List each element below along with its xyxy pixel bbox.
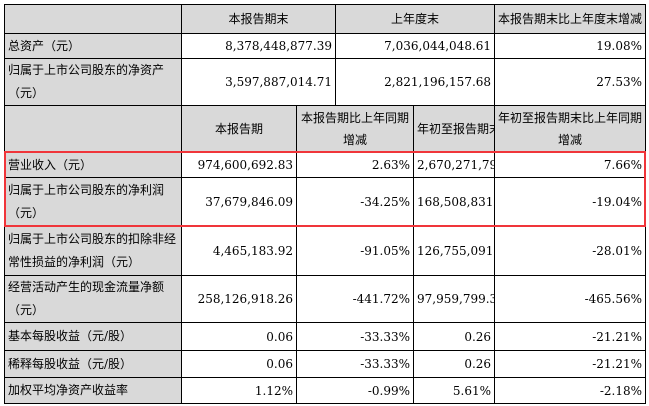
table-row: 经营活动产生的现金流量净额（元） 258,126,918.26 -441.72% 97… <box>4 275 647 323</box>
cell: 0.26 <box>413 350 496 378</box>
cell: 7.66% <box>494 152 647 178</box>
cell: 258,126,918.26 <box>181 275 297 323</box>
cell: -19.04% <box>494 177 647 226</box>
row-label: 总资产（元） <box>4 33 182 59</box>
header-current-change: 本报告期比上年同期增减 <box>295 105 415 153</box>
cell: 2,821,196,157.68 <box>335 58 496 106</box>
cell: 97,959,799.35 <box>413 275 496 323</box>
header-period-end: 本报告期末 <box>180 4 337 34</box>
financial-data-table: 本报告期末 上年度末 本报告期末比上年度末增减 总资产（元） 8,378,448… <box>4 4 647 404</box>
cell: -28.01% <box>494 225 647 276</box>
cell: 0.26 <box>413 322 496 351</box>
cell: 974,600,692.83 <box>181 152 297 178</box>
cell: 7,036,044,048.61 <box>335 33 496 59</box>
header-ytd: 年初至报告期末 <box>413 105 496 153</box>
table-row: 总资产（元） 8,378,448,877.39 7,036,044,048.61… <box>4 33 647 59</box>
cell: -0.99% <box>295 377 415 404</box>
cell: 0.06 <box>181 322 297 351</box>
row-label: 加权平均净资产收益率 <box>4 377 182 404</box>
cell: -21.21% <box>494 350 647 378</box>
cell: -465.56% <box>494 275 647 323</box>
cell: 2,670,271,791.65 <box>413 152 496 178</box>
cell: -21.21% <box>494 322 647 351</box>
row-label: 归属于上市公司股东的扣除非经常性损益的净利润（元） <box>4 225 182 276</box>
row-label: 稀释每股收益（元/股） <box>4 350 182 378</box>
table-row: 归属于上市公司股东的扣除非经常性损益的净利润（元） 4,465,183.92 -91… <box>4 225 647 276</box>
table-row: 营业收入（元）974,600,692.832.63%2,670,271,791.… <box>4 152 647 178</box>
table-row: 归属于上市公司股东的净利润（元） 37,679,846.09 -34.25% 168,… <box>4 177 647 226</box>
cell: 37,679,846.09 <box>181 177 297 226</box>
cell: 168,508,831.80 <box>413 177 496 226</box>
header-blank <box>4 4 182 34</box>
cell: 8,378,448,877.39 <box>180 33 337 59</box>
header-change: 本报告期末比上年度末增减 <box>494 4 647 34</box>
header-ytd-change: 年初至报告期末比上年同期增减 <box>494 105 647 153</box>
top-header-row: 本报告期末 上年度末 本报告期末比上年度末增减 <box>4 4 647 34</box>
cell: 2.63% <box>295 152 415 178</box>
cell: 4,465,183.92 <box>181 225 297 276</box>
cell: -91.05% <box>295 225 415 276</box>
cell: -33.33% <box>295 350 415 378</box>
header-prior-year-end: 上年度末 <box>335 4 496 34</box>
cell: 1.12% <box>181 377 297 404</box>
cell: -2.18% <box>494 377 647 404</box>
table-row: 归属于上市公司股东的净资产（元） 3,597,887,014.71 2,821,… <box>4 58 647 106</box>
table-row: 加权平均净资产收益率 1.12% -0.99% 5.61% -2.18% <box>4 377 647 404</box>
cell: 0.06 <box>181 350 297 378</box>
cell: 126,755,091.41 <box>413 225 496 276</box>
row-label: 营业收入（元） <box>4 152 182 178</box>
cell: 19.08% <box>494 33 647 59</box>
row-label: 归属于上市公司股东的净利润（元） <box>4 177 182 226</box>
cell: 5.61% <box>413 377 496 404</box>
cell: -34.25% <box>295 177 415 226</box>
cell: -33.33% <box>295 322 415 351</box>
cell: 3,597,887,014.71 <box>180 58 337 106</box>
row-label: 基本每股收益（元/股） <box>4 322 182 351</box>
row-label: 经营活动产生的现金流量净额（元） <box>4 275 182 323</box>
table-row: 稀释每股收益（元/股） 0.06 -33.33% 0.26 -21.21% <box>4 350 647 378</box>
table-row: 基本每股收益（元/股） 0.06 -33.33% 0.26 -21.21% <box>4 322 647 351</box>
header-blank <box>4 105 182 153</box>
cell: -441.72% <box>295 275 415 323</box>
bottom-header-row: 本报告期 本报告期比上年同期增减 年初至报告期末 年初至报告期末比上年同期增减 <box>4 105 647 153</box>
header-current-period: 本报告期 <box>181 105 297 153</box>
row-label: 归属于上市公司股东的净资产（元） <box>4 58 182 106</box>
cell: 27.53% <box>494 58 647 106</box>
